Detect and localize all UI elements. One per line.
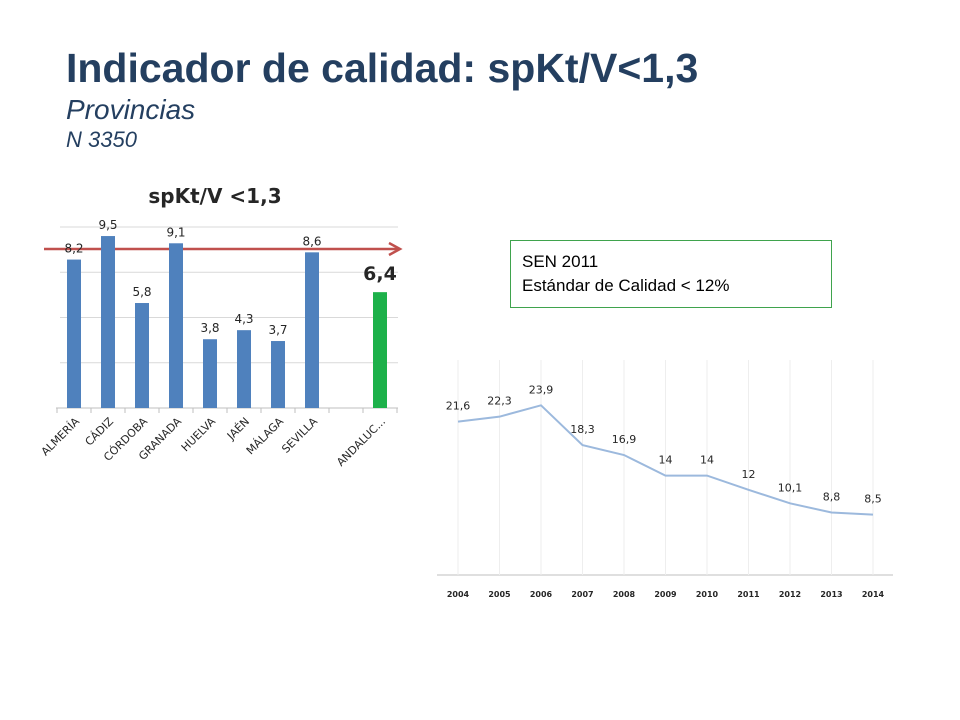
bar-value-label: 9,5 <box>98 218 117 232</box>
bar <box>373 292 387 408</box>
sample-size: N 3350 <box>66 127 137 152</box>
bar-category-label: MÁLAGA <box>244 415 287 458</box>
quality-standard-box: SEN 2011 Estándar de Calidad < 12% <box>510 240 832 308</box>
bar-value-label: 8,6 <box>302 234 321 248</box>
bar-value-label: 9,1 <box>166 225 185 239</box>
bar-value-label: 8,2 <box>64 242 83 256</box>
bar-value-label: 4,3 <box>234 312 253 326</box>
bar <box>237 330 251 408</box>
bar-chart-title: spKt/V <1,3 <box>148 184 281 208</box>
bar <box>169 243 183 408</box>
standard-line-1: SEN 2011 <box>522 252 599 271</box>
bar-value-label: 5,8 <box>132 285 151 299</box>
bar <box>67 259 81 408</box>
bar-value-label: 6,4 <box>363 263 397 285</box>
bar-category-label: JAÉN <box>224 415 252 443</box>
red-arrow <box>44 241 403 257</box>
bar <box>135 303 149 408</box>
bar <box>305 252 319 408</box>
bar-category-label: ANDALUC... <box>334 415 388 469</box>
bar-value-label: 3,7 <box>268 323 287 337</box>
bar <box>203 339 217 408</box>
page-title: Indicador de calidad: spKt/V<1,3 <box>66 45 699 91</box>
bar-category-label: HUELVA <box>179 415 219 455</box>
bar-category-label: ALMERÍA <box>39 415 83 459</box>
page-subtitle: Provincias <box>66 94 196 125</box>
bar-value-label: 3,8 <box>200 321 219 335</box>
standard-line-2: Estándar de Calidad < 12% <box>522 276 730 295</box>
bar <box>271 341 285 408</box>
bar <box>101 236 115 408</box>
bar-category-label: SEVILLA <box>279 415 320 456</box>
